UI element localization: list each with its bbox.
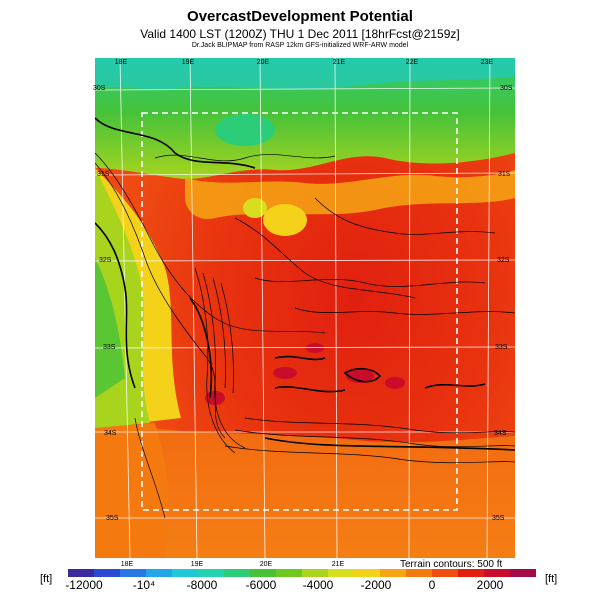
legend-tick: -4000 <box>302 578 334 592</box>
terrain-contour-note: Terrain contours: 500 ft <box>400 559 503 570</box>
lat-label: 31S <box>97 171 110 178</box>
legend-tick: 2000 <box>476 578 504 592</box>
legend-tick: -8000 <box>186 578 218 592</box>
legend-swatch <box>146 569 173 577</box>
lon-label: 19E <box>190 561 204 568</box>
lat-label: 32S <box>497 257 510 264</box>
lon-label: 19E <box>181 59 195 66</box>
lat-label: 33S <box>103 344 116 351</box>
lon-label: 18E <box>120 561 134 568</box>
lat-label: 33S <box>495 344 508 351</box>
legend-tick: -10⁴ <box>132 578 156 592</box>
legend-swatch <box>68 569 95 577</box>
legend-swatch <box>458 569 485 577</box>
lon-label: 21E <box>331 561 345 568</box>
legend-swatch <box>484 569 511 577</box>
legend-swatch <box>302 569 329 577</box>
lat-label: 34S <box>494 430 507 437</box>
lat-label: 31S <box>498 171 511 178</box>
map-title: OvercastDevelopment Potential <box>187 8 413 25</box>
lon-label: 23E <box>480 59 494 66</box>
lon-label: 21E <box>332 59 346 66</box>
legend-swatch <box>94 569 121 577</box>
forecast-map <box>95 58 515 558</box>
lat-label: 30S <box>93 85 106 92</box>
legend-unit-left: [ft] <box>40 573 53 585</box>
legend-tick: -12000 <box>65 578 103 592</box>
lat-label: 35S <box>492 515 505 522</box>
legend-swatch <box>406 569 433 577</box>
lon-label: 18E <box>114 59 128 66</box>
legend-unit-right: [ft] <box>545 573 558 585</box>
model-credit: Dr.Jack BLIPMAP from RASP 12km GFS-initi… <box>191 42 409 49</box>
legend-swatch <box>198 569 225 577</box>
legend-swatch <box>172 569 199 577</box>
legend-swatch <box>120 569 147 577</box>
legend-swatch <box>380 569 407 577</box>
lon-label: 20E <box>259 561 273 568</box>
legend-swatch <box>250 569 277 577</box>
legend-tick: -2000 <box>360 578 392 592</box>
legend-swatch <box>328 569 355 577</box>
lat-label: 30S <box>500 85 513 92</box>
legend-swatch <box>354 569 381 577</box>
legend-swatch <box>224 569 251 577</box>
lat-label: 35S <box>106 515 119 522</box>
lat-label: 34S <box>104 430 117 437</box>
valid-time-subtitle: Valid 1400 LST (1200Z) THU 1 Dec 2011 [1… <box>140 27 460 41</box>
lon-label: 22E <box>405 59 419 66</box>
legend-swatch <box>510 569 536 577</box>
lon-label: 20E <box>256 59 270 66</box>
legend-swatch <box>276 569 303 577</box>
legend-swatch <box>432 569 459 577</box>
lat-label: 32S <box>99 257 112 264</box>
color-legend-bar <box>68 569 536 577</box>
legend-tick: -6000 <box>245 578 277 592</box>
legend-tick: 0 <box>428 578 436 592</box>
